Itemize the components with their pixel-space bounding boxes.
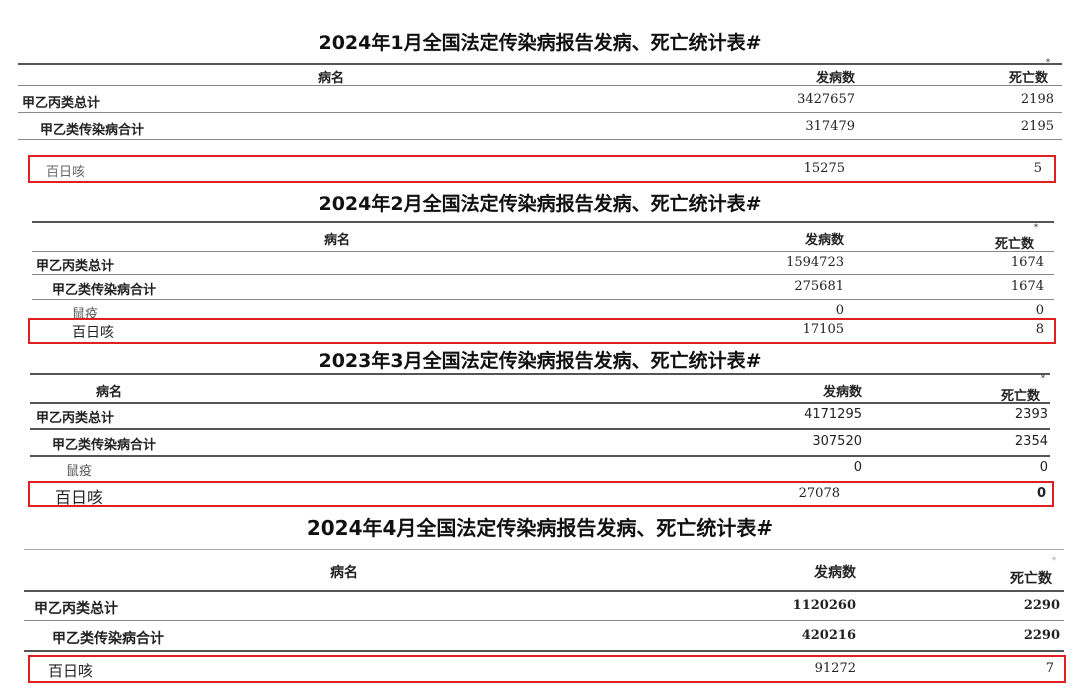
row-name: 甲乙丙类总计 [34,601,118,617]
highlight-box [28,318,1056,344]
header-deaths: 死亡数 [1008,71,1048,86]
row-name: 甲乙类传染病合计 [52,631,164,647]
row-cases: 1594723 [786,255,844,270]
divider [24,590,1064,592]
star-mark: * [1041,374,1045,383]
row-deaths: 2354 [1014,434,1048,449]
divider [18,63,1062,65]
row-name: 百日咳 [48,662,94,680]
divider [30,402,1050,404]
header-cases: 发病数 [822,385,862,400]
header-deaths: 死亡数 [994,237,1034,252]
row-name: 甲乙丙类总计 [36,259,115,274]
header-name: 病名 [324,233,351,248]
highlight-box [28,481,1054,507]
row-deaths: 0 [1039,460,1048,475]
row-deaths: 2290 [1023,628,1060,643]
divider [18,112,1062,113]
row-cases: 0 [853,460,862,475]
row-cases: 17105 [802,322,844,337]
row-deaths: 8 [1035,322,1044,337]
row-deaths: 2393 [1014,407,1048,422]
row-deaths: 2198 [1020,92,1054,107]
header-cases: 发病数 [814,565,856,581]
star-mark: * [1052,556,1056,565]
row-deaths: 2290 [1023,598,1060,613]
divider [32,274,1054,275]
header-name: 病名 [318,71,345,86]
table-title: 2024年2月全国法定传染病报告发病、死亡统计表# [318,193,762,215]
header-name: 病名 [96,385,123,400]
divider [32,251,1054,252]
row-name: 百日咳 [55,488,104,507]
divider [30,373,1050,375]
highlight-box [28,155,1056,183]
row-name: 甲乙类传染病合计 [40,123,145,138]
row-deaths: 1674 [1010,279,1044,294]
row-deaths: 0 [1035,303,1044,318]
table-title: 2024年4月全国法定传染病报告发病、死亡统计表# [306,516,774,540]
header-name: 病名 [330,565,358,581]
row-name: 鼠疫 [66,464,93,479]
row-cases: 420216 [801,628,856,643]
header-cases: 发病数 [815,71,855,86]
row-name: 百日咳 [72,325,114,341]
row-name: 甲乙类传染病合计 [52,438,157,453]
star-mark: * [1046,58,1050,67]
row-deaths: 5 [1033,161,1042,176]
divider [24,620,1064,621]
star-mark: * [1034,223,1038,232]
row-cases: 317479 [805,119,855,134]
divider [24,650,1064,652]
row-cases: 15275 [803,161,845,176]
row-deaths: 1674 [1010,255,1044,270]
divider [18,139,1062,140]
divider [30,455,1050,457]
row-cases: 307520 [812,434,862,449]
divider [30,428,1050,430]
row-name: 甲乙丙类总计 [36,411,115,426]
table-title: 2024年1月全国法定传染病报告发病、死亡统计表# [318,32,762,54]
row-deaths: 2195 [1020,119,1054,134]
row-name: 甲乙类传染病合计 [52,283,157,298]
table-title: 2023年3月全国法定传染病报告发病、死亡统计表# [318,350,762,372]
row-cases: 4171295 [804,407,862,422]
row-cases: 27078 [798,486,840,501]
divider [24,549,1064,550]
row-cases: 3427657 [797,92,855,107]
header-deaths: 死亡数 [1000,389,1040,404]
row-cases: 275681 [794,279,844,294]
row-deaths: 0 [1036,486,1046,501]
divider [32,299,1054,300]
header-deaths: 死亡数 [1010,571,1052,587]
row-cases: 1120260 [792,598,856,613]
row-name: 百日咳 [46,165,86,180]
row-deaths: 7 [1045,661,1054,676]
row-name: 甲乙丙类总计 [22,96,101,111]
divider [18,85,1062,86]
row-cases: 0 [835,303,844,318]
row-cases: 91272 [814,661,856,676]
header-cases: 发病数 [804,233,844,248]
divider [32,221,1054,223]
highlight-box [28,655,1066,683]
